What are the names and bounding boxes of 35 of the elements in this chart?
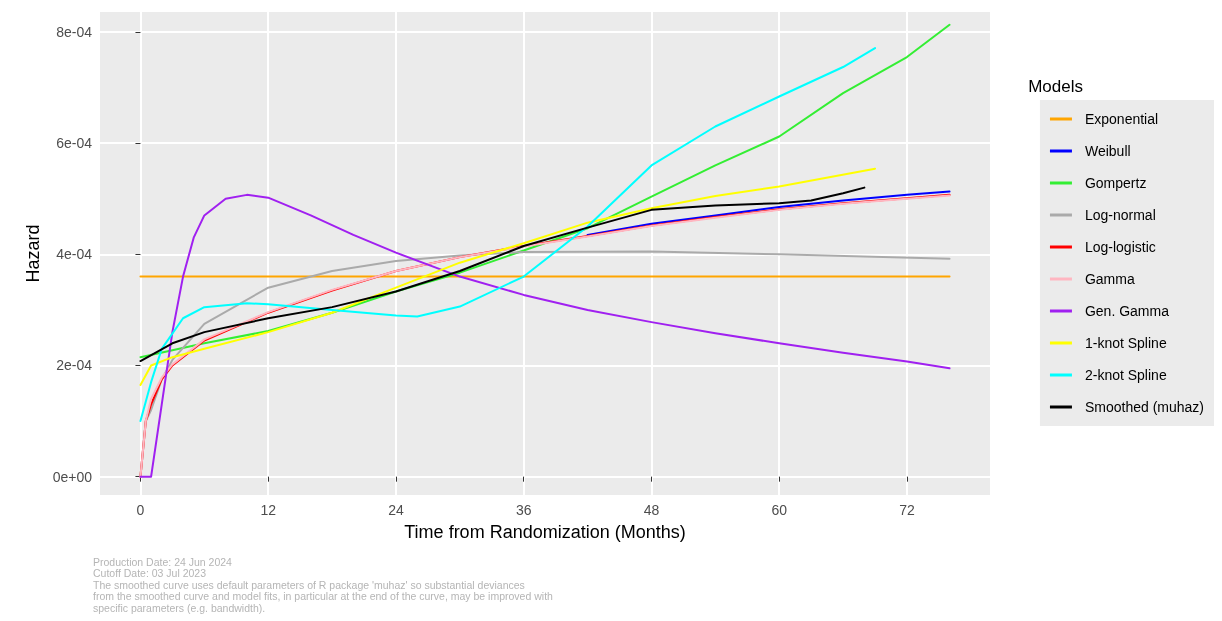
y-axis-title: Hazard [22, 224, 43, 283]
x-tick-label: 60 [771, 502, 788, 518]
y-tick-label: 8e-04 [56, 24, 93, 41]
text: from the smoothed curve and model fits, in particular at the end of the curve, may be improved with [93, 590, 554, 602]
y-tick-label: 4e-04 [56, 246, 93, 263]
legend-label: 2-knot Spline [1084, 367, 1167, 383]
legend-label: Gompertz [1084, 175, 1147, 191]
x-tick-label: 48 [643, 502, 660, 518]
text: Cutoff Date: 03 Jul 2023 [93, 567, 207, 579]
line-series [139, 167, 877, 386]
x-tick-label: 24 [388, 502, 404, 518]
line-series [139, 186, 866, 363]
legend-title: Models [1028, 77, 1084, 96]
legend-label: Gen. Gamma [1084, 303, 1170, 319]
x-axis-title: Time from Randomization (Months) [404, 522, 686, 542]
text: Production Date: 24 Jun 2024 [93, 555, 233, 568]
legend-label: Log-logistic [1084, 239, 1156, 255]
legend-label: Log-normal [1084, 207, 1156, 223]
y-tick-label: 6e-04 [56, 135, 93, 152]
line-series [139, 47, 877, 423]
x-tick-label: 72 [899, 502, 915, 518]
x-tick-label: 36 [515, 502, 532, 518]
text: The smoothed curve uses default parameters of R package 'muhaz' so substantial deviances [93, 578, 525, 591]
y-tick-label: 0e+00 [52, 468, 93, 485]
line-series [139, 23, 951, 359]
x-tick-label: 12 [260, 502, 277, 518]
legend-label: 1-knot Spline [1084, 335, 1167, 351]
legend-label: Exponential [1084, 111, 1159, 127]
legend-label: Gamma [1084, 271, 1135, 287]
y-tick-label: 2e-04 [56, 357, 93, 374]
x-tick-label: 0 [136, 502, 145, 518]
text: specific parameters (e.g. bandwidth). [93, 601, 266, 614]
line-series [586, 190, 951, 236]
legend-label: Smoothed (muhaz) [1084, 399, 1205, 415]
legend-label: Weibull [1084, 143, 1131, 159]
